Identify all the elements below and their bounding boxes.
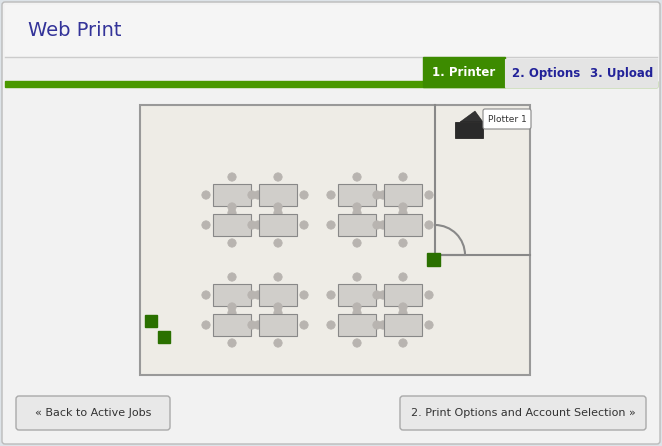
- Circle shape: [425, 191, 433, 199]
- Text: 2. Options: 2. Options: [512, 66, 580, 79]
- Circle shape: [353, 203, 361, 211]
- Text: Plotter 1: Plotter 1: [488, 115, 526, 124]
- Bar: [427, 253, 440, 266]
- Polygon shape: [460, 111, 483, 122]
- Circle shape: [248, 221, 256, 229]
- Circle shape: [327, 291, 335, 299]
- Circle shape: [274, 273, 282, 281]
- Circle shape: [399, 309, 407, 317]
- Bar: [384, 214, 422, 236]
- Circle shape: [399, 273, 407, 281]
- Bar: [259, 184, 297, 206]
- Bar: [5, 81, 657, 87]
- Text: Web Print: Web Print: [28, 21, 122, 41]
- Text: 2. Print Options and Account Selection »: 2. Print Options and Account Selection »: [410, 408, 636, 418]
- Circle shape: [353, 303, 361, 311]
- Bar: [5, 5, 657, 57]
- Bar: [338, 214, 376, 236]
- Circle shape: [254, 321, 262, 329]
- Circle shape: [399, 339, 407, 347]
- Circle shape: [248, 291, 256, 299]
- Circle shape: [353, 309, 361, 317]
- Circle shape: [228, 303, 236, 311]
- Circle shape: [399, 173, 407, 181]
- Bar: [384, 314, 422, 336]
- Circle shape: [274, 173, 282, 181]
- Circle shape: [274, 239, 282, 247]
- Bar: [505, 59, 587, 87]
- Circle shape: [300, 221, 308, 229]
- Bar: [158, 331, 170, 343]
- Bar: [384, 184, 422, 206]
- Bar: [259, 284, 297, 306]
- Circle shape: [202, 291, 211, 299]
- Bar: [455, 122, 483, 138]
- Circle shape: [399, 303, 407, 311]
- Circle shape: [327, 321, 335, 329]
- Bar: [140, 105, 530, 375]
- Circle shape: [274, 303, 282, 311]
- Circle shape: [228, 273, 236, 281]
- Circle shape: [202, 221, 211, 229]
- Bar: [145, 315, 157, 327]
- Circle shape: [274, 339, 282, 347]
- Circle shape: [274, 203, 282, 211]
- Circle shape: [300, 191, 308, 199]
- FancyBboxPatch shape: [400, 396, 646, 430]
- Circle shape: [425, 221, 433, 229]
- Circle shape: [228, 339, 236, 347]
- Text: 3. Upload: 3. Upload: [591, 66, 653, 79]
- Circle shape: [327, 191, 335, 199]
- Bar: [338, 184, 376, 206]
- Bar: [259, 214, 297, 236]
- Circle shape: [373, 191, 381, 199]
- Circle shape: [379, 191, 387, 199]
- Circle shape: [202, 191, 211, 199]
- Bar: [338, 314, 376, 336]
- Circle shape: [373, 321, 381, 329]
- Bar: [213, 214, 251, 236]
- Circle shape: [399, 209, 407, 217]
- Circle shape: [373, 291, 381, 299]
- Circle shape: [327, 221, 335, 229]
- Bar: [213, 284, 251, 306]
- Bar: [213, 314, 251, 336]
- Circle shape: [353, 239, 361, 247]
- Bar: [213, 184, 251, 206]
- Circle shape: [254, 221, 262, 229]
- Circle shape: [379, 291, 387, 299]
- Text: 1. Printer: 1. Printer: [432, 66, 496, 78]
- Circle shape: [425, 321, 433, 329]
- Circle shape: [202, 321, 211, 329]
- Circle shape: [254, 291, 262, 299]
- FancyBboxPatch shape: [16, 396, 170, 430]
- Circle shape: [353, 273, 361, 281]
- Text: « Back to Active Jobs: « Back to Active Jobs: [35, 408, 151, 418]
- Circle shape: [353, 209, 361, 217]
- Circle shape: [399, 203, 407, 211]
- Circle shape: [379, 321, 387, 329]
- Circle shape: [373, 221, 381, 229]
- Circle shape: [228, 203, 236, 211]
- Bar: [587, 59, 657, 87]
- Bar: [384, 284, 422, 306]
- Circle shape: [248, 191, 256, 199]
- Bar: [259, 314, 297, 336]
- Circle shape: [353, 173, 361, 181]
- Circle shape: [425, 291, 433, 299]
- Circle shape: [228, 209, 236, 217]
- Circle shape: [274, 309, 282, 317]
- Circle shape: [399, 239, 407, 247]
- Circle shape: [274, 209, 282, 217]
- Circle shape: [379, 221, 387, 229]
- Circle shape: [353, 339, 361, 347]
- Circle shape: [300, 321, 308, 329]
- Circle shape: [228, 309, 236, 317]
- Bar: [338, 284, 376, 306]
- Circle shape: [254, 191, 262, 199]
- Circle shape: [300, 291, 308, 299]
- Circle shape: [228, 173, 236, 181]
- Circle shape: [248, 321, 256, 329]
- Circle shape: [228, 239, 236, 247]
